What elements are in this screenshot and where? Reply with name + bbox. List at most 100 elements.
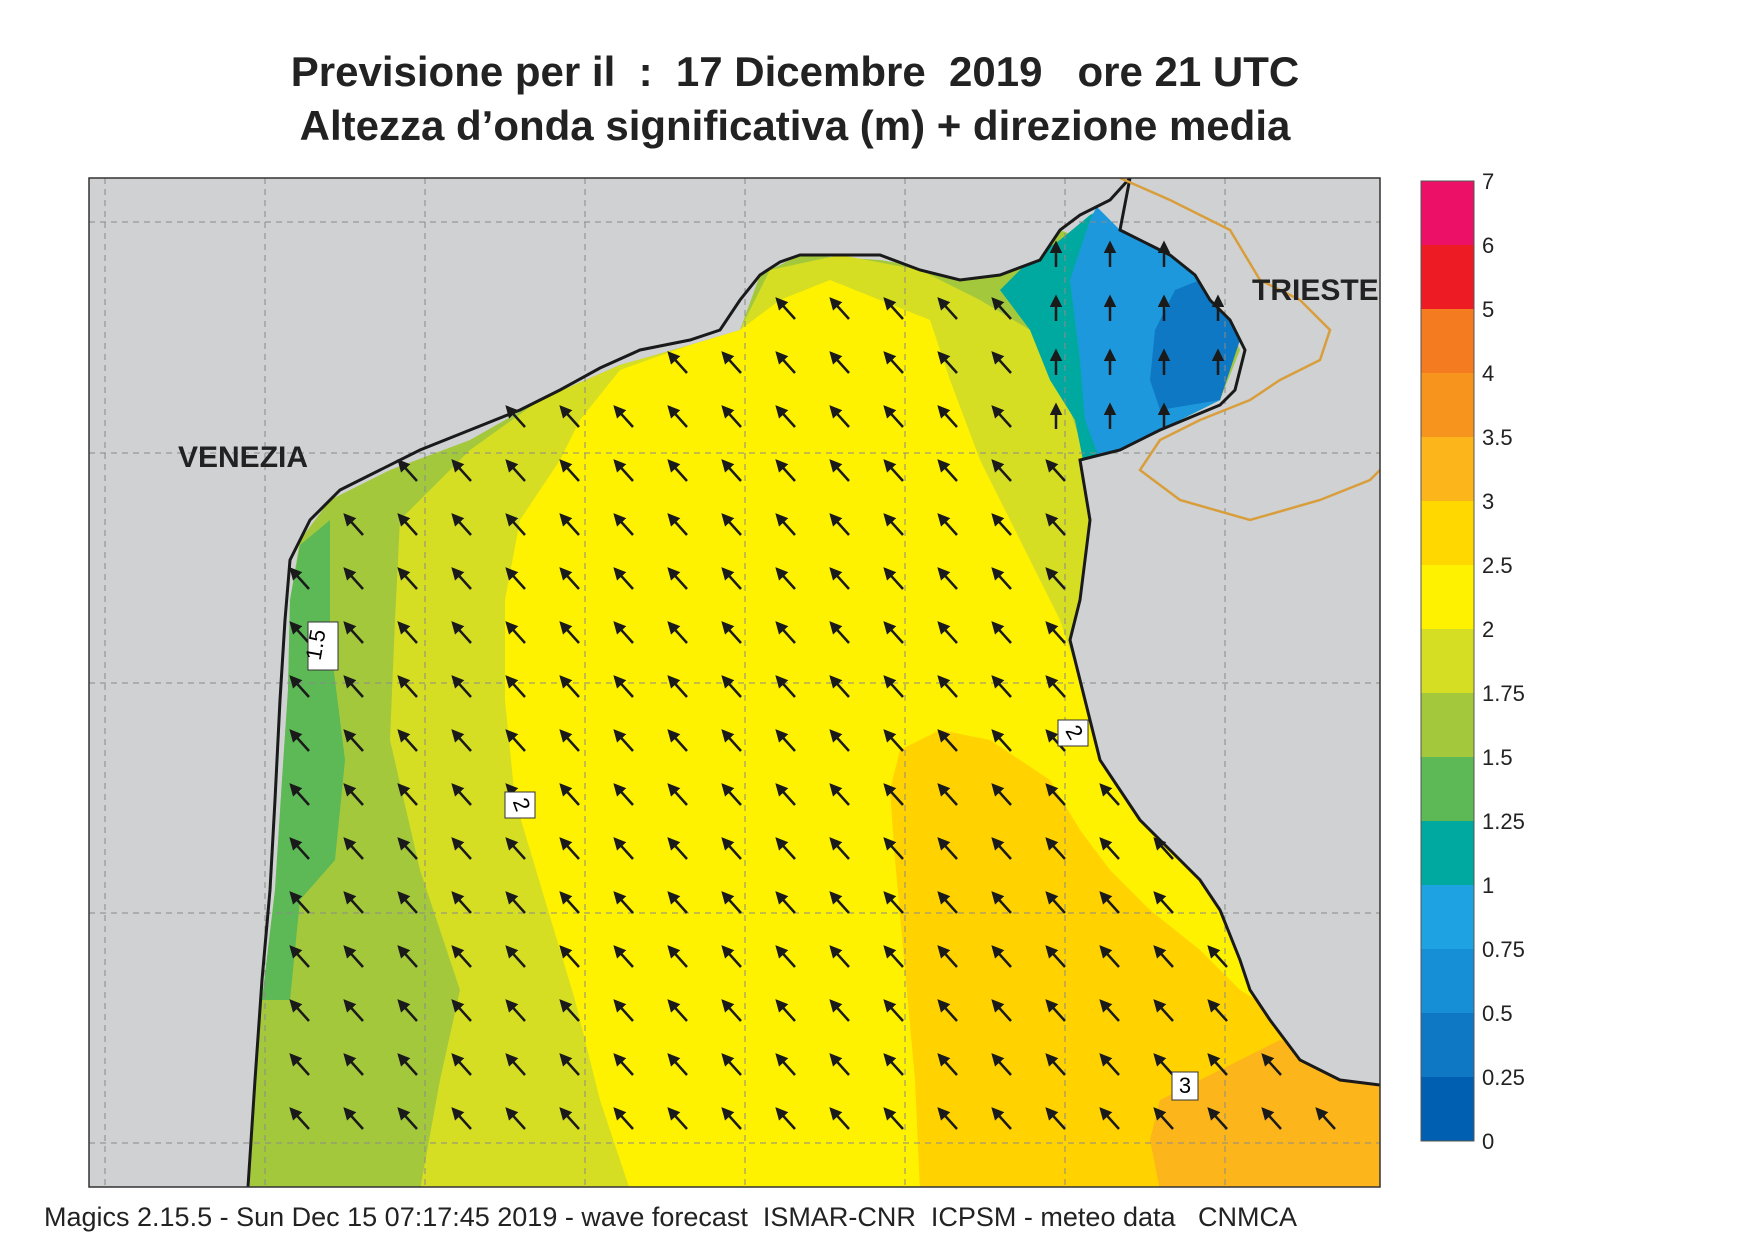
coastline-istria bbox=[1068, 178, 1380, 1087]
direction-arrow bbox=[451, 837, 472, 860]
direction-arrow bbox=[1045, 945, 1066, 968]
contour-label-1-5: 1.5 bbox=[301, 621, 339, 671]
direction-arrow bbox=[991, 837, 1012, 860]
direction-arrow bbox=[721, 1053, 742, 1076]
direction-arrow bbox=[937, 459, 958, 482]
direction-arrow bbox=[883, 1053, 904, 1076]
direction-arrow bbox=[1045, 891, 1066, 914]
direction-arrow bbox=[343, 1053, 364, 1076]
direction-arrow bbox=[1045, 837, 1066, 860]
direction-arrow bbox=[721, 513, 742, 536]
coastline bbox=[246, 178, 1132, 1187]
direction-arrow bbox=[1153, 1053, 1174, 1076]
direction-arrow bbox=[397, 675, 418, 698]
legend-swatch bbox=[1421, 565, 1474, 629]
direction-arrow bbox=[991, 783, 1012, 806]
map-area bbox=[89, 178, 1380, 1187]
direction-arrow bbox=[613, 729, 634, 752]
direction-arrow bbox=[775, 621, 796, 644]
direction-arrow bbox=[505, 729, 526, 752]
legend-tick-label: 5 bbox=[1482, 297, 1494, 322]
legend-swatch bbox=[1421, 1077, 1474, 1141]
direction-arrow bbox=[1045, 513, 1066, 536]
direction-arrow bbox=[505, 513, 526, 536]
direction-arrow bbox=[937, 567, 958, 590]
direction-arrow bbox=[721, 1107, 742, 1130]
direction-arrow bbox=[721, 783, 742, 806]
direction-arrow bbox=[451, 567, 472, 590]
direction-arrow bbox=[343, 729, 364, 752]
direction-arrow bbox=[829, 729, 850, 752]
direction-arrow bbox=[289, 891, 310, 914]
direction-arrow bbox=[343, 837, 364, 860]
direction-arrow bbox=[289, 1107, 310, 1130]
direction-arrow bbox=[505, 567, 526, 590]
direction-arrow bbox=[991, 891, 1012, 914]
direction-arrow bbox=[613, 945, 634, 968]
direction-arrow bbox=[505, 1053, 526, 1076]
legend-tick-label: 0 bbox=[1482, 1129, 1494, 1154]
legend-swatch bbox=[1421, 885, 1474, 949]
direction-arrow bbox=[667, 999, 688, 1022]
color-legend: 0 0.25 0.5 0.75 1 1.25 1.5 1.75 2 2.5 3 3.5 4 5 6 7 bbox=[1420, 169, 1525, 1154]
direction-arrow bbox=[937, 729, 958, 752]
direction-arrow bbox=[829, 837, 850, 860]
direction-arrow bbox=[343, 567, 364, 590]
direction-arrow bbox=[883, 459, 904, 482]
direction-arrow bbox=[1045, 783, 1066, 806]
direction-arrow bbox=[1099, 999, 1120, 1022]
legend-tick-label: 1 bbox=[1482, 873, 1494, 898]
direction-arrow bbox=[559, 945, 580, 968]
legend-swatch bbox=[1421, 181, 1474, 245]
direction-arrow bbox=[721, 567, 742, 590]
direction-arrow bbox=[613, 999, 634, 1022]
legend-swatch bbox=[1421, 693, 1474, 757]
direction-arrow bbox=[451, 513, 472, 536]
legend-tick-label: 0.25 bbox=[1482, 1065, 1525, 1090]
direction-arrow bbox=[343, 999, 364, 1022]
direction-arrow bbox=[559, 729, 580, 752]
direction-arrow bbox=[289, 729, 310, 752]
legend-swatch bbox=[1421, 1013, 1474, 1077]
legend-tick-label: 2 bbox=[1482, 617, 1494, 642]
legend-tick-label: 1.25 bbox=[1482, 809, 1525, 834]
direction-arrow bbox=[883, 513, 904, 536]
direction-arrow bbox=[883, 675, 904, 698]
direction-arrow bbox=[937, 945, 958, 968]
direction-arrow bbox=[937, 513, 958, 536]
direction-arrow bbox=[775, 945, 796, 968]
direction-arrow bbox=[1099, 1107, 1120, 1130]
direction-arrow bbox=[667, 675, 688, 698]
direction-arrow bbox=[1099, 945, 1120, 968]
map-frame bbox=[88, 177, 1381, 1188]
direction-arrow bbox=[775, 891, 796, 914]
direction-arrow bbox=[451, 621, 472, 644]
direction-arrow bbox=[775, 351, 796, 374]
legend-tick-label: 6 bbox=[1482, 233, 1494, 258]
direction-arrow bbox=[937, 891, 958, 914]
direction-arrow bbox=[775, 1053, 796, 1076]
direction-arrow bbox=[397, 621, 418, 644]
direction-arrow bbox=[1045, 1107, 1066, 1130]
direction-arrow bbox=[559, 621, 580, 644]
direction-arrow bbox=[343, 513, 364, 536]
direction-arrow bbox=[559, 783, 580, 806]
direction-arrow bbox=[721, 459, 742, 482]
direction-arrow bbox=[505, 891, 526, 914]
direction-arrow bbox=[559, 567, 580, 590]
direction-arrow bbox=[829, 1053, 850, 1076]
direction-arrow bbox=[991, 405, 1012, 428]
direction-arrow bbox=[559, 459, 580, 482]
direction-arrow bbox=[991, 945, 1012, 968]
direction-arrow bbox=[1207, 1107, 1228, 1130]
chart-subtitle: Altezza d’onda significativa (m) + direz… bbox=[299, 102, 1291, 149]
direction-arrow bbox=[1261, 1053, 1282, 1076]
direction-arrow bbox=[1099, 891, 1120, 914]
direction-arrow bbox=[883, 729, 904, 752]
direction-arrow bbox=[991, 297, 1012, 320]
direction-arrow bbox=[559, 405, 580, 428]
direction-arrow bbox=[991, 999, 1012, 1022]
direction-arrow bbox=[883, 837, 904, 860]
svg-text:3: 3 bbox=[1179, 1073, 1191, 1098]
